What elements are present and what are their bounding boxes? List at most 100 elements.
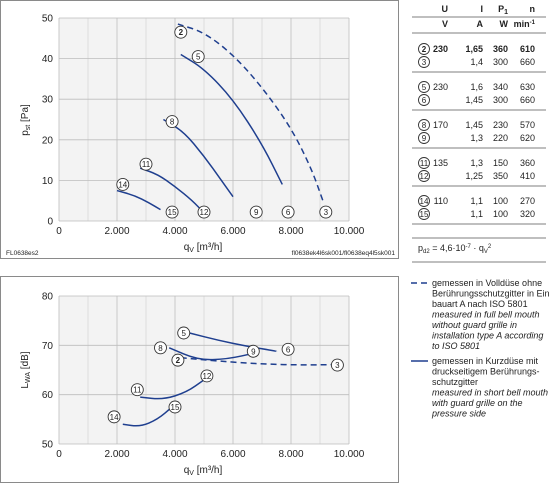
legend-line: gemessen in Kurzdüse mit xyxy=(432,356,539,366)
marker-circle xyxy=(177,326,191,340)
marker-circle xyxy=(165,115,179,128)
marker-label: 9 xyxy=(251,347,256,356)
marker-6: 6 xyxy=(281,205,295,219)
x-tick-label: 8.000 xyxy=(278,226,303,237)
marker-label: 8 xyxy=(170,118,175,127)
marker-label: 15 xyxy=(168,208,177,217)
legend-line-en: without guard grille in xyxy=(432,320,517,330)
marker-label: 2 xyxy=(176,356,181,365)
pressure-y-ticks: 0 10 20 30 40 50 xyxy=(42,14,54,228)
marker-2: 2 xyxy=(174,25,188,39)
spec-table-body: 2 230 1,65 360 610 3 1,4 300 660 5 230 1,6 340 630 6 1,… xyxy=(412,43,546,263)
x-tick-label: 2.000 xyxy=(104,226,129,237)
table-cell: 1,4 xyxy=(470,57,483,67)
marker-circle xyxy=(249,205,263,219)
noise-y-ticks: 50 60 70 80 xyxy=(42,292,54,451)
y-tick-label: 50 xyxy=(42,440,54,451)
curve-5 xyxy=(180,53,283,185)
marker-circle xyxy=(191,50,205,64)
x-tick-label: 6.000 xyxy=(220,226,245,237)
table-cell: 610 xyxy=(520,44,535,54)
table-row: 11 135 1,3 150 360 xyxy=(418,157,535,169)
row-id: 14 xyxy=(420,197,429,206)
table-row: 8 170 1,45 230 570 xyxy=(418,119,535,131)
marker-circle xyxy=(154,341,167,355)
table-cell: 620 xyxy=(520,133,535,143)
table-cell: 1,25 xyxy=(465,171,483,181)
marker-label: 3 xyxy=(324,208,329,217)
marker-label: 9 xyxy=(254,208,259,217)
table-cell: 300 xyxy=(493,95,508,105)
marker-8: 8 xyxy=(165,115,179,128)
legend-line-en: pressure side xyxy=(431,409,486,419)
marker-circle xyxy=(116,178,130,191)
marker-label: 14 xyxy=(118,180,127,189)
y-tick-label: 50 xyxy=(42,14,54,25)
table-row: 6 1,45 300 660 xyxy=(418,94,535,106)
marker-11: 11 xyxy=(130,383,144,397)
pressure-x-axis-label: qV [m³/h] xyxy=(184,242,223,254)
marker-label: 6 xyxy=(286,345,291,354)
marker-label: 12 xyxy=(202,372,211,381)
marker-11: 11 xyxy=(139,157,153,171)
table-cell: 660 xyxy=(520,57,535,67)
table-cell: 100 xyxy=(493,196,508,206)
row-marker-circle xyxy=(418,94,430,106)
row-id: 15 xyxy=(420,210,429,219)
row-marker-circle xyxy=(418,157,430,169)
curve-5-6 xyxy=(189,332,277,353)
row-id: 9 xyxy=(422,134,427,143)
row-marker-circle xyxy=(418,170,430,182)
x-tick-label: 0 xyxy=(56,449,62,460)
marker-circle xyxy=(200,369,214,383)
y-tick-label: 0 xyxy=(47,217,53,228)
legend-line-en: measured in short bell mouth xyxy=(432,388,548,398)
pressure-footer-left: FL0638es2 xyxy=(6,250,39,257)
marker-8: 8 xyxy=(154,341,167,355)
pressure-curves xyxy=(116,23,324,214)
marker-circle xyxy=(171,353,185,367)
curve-11-12 xyxy=(140,379,205,400)
marker-circle xyxy=(107,410,121,424)
marker-circle xyxy=(330,358,344,372)
y-tick-label: 80 xyxy=(42,292,54,303)
table-cell: 1,6 xyxy=(470,82,483,92)
marker-2: 2 xyxy=(171,353,185,367)
marker-label: 3 xyxy=(335,361,340,370)
table-cell: 360 xyxy=(520,158,535,168)
table-row: 3 1,4 300 660 xyxy=(418,56,535,68)
table-cell: 660 xyxy=(520,95,535,105)
marker-5: 5 xyxy=(177,326,191,340)
marker-circle xyxy=(281,342,295,356)
table-row: 15 1,1 100 320 xyxy=(418,208,535,220)
legend-line: gemessen in Volldüse ohne xyxy=(432,278,542,288)
legend-line: bauart A nach ISO 5801 xyxy=(432,299,528,309)
row-id: 12 xyxy=(420,172,429,181)
row-id: 3 xyxy=(422,58,427,67)
legend-line: schutzgitter xyxy=(432,377,478,387)
marker-12: 12 xyxy=(200,369,214,383)
marker-14: 14 xyxy=(107,410,121,424)
table-row: 14 110 1,1 100 270 xyxy=(418,195,535,207)
row-marker-circle xyxy=(418,81,430,93)
marker-12: 12 xyxy=(197,205,211,219)
x-tick-label: 8.000 xyxy=(278,449,303,460)
table-row: 12 1,25 350 410 xyxy=(418,170,535,182)
marker-15: 15 xyxy=(168,400,182,414)
noise-chart: 50 60 70 80 0 2.000 4.000 6.000 8.000 10.000 5 8 2… xyxy=(20,292,365,478)
marker-label: 6 xyxy=(286,208,291,217)
marker-14: 14 xyxy=(116,178,130,191)
marker-circle xyxy=(174,25,188,39)
row-marker-circle xyxy=(418,132,430,144)
legend-line-en: to ISO 5801 xyxy=(432,341,480,351)
formula-text: pd2 = 4,6·10-7 · qV2 xyxy=(418,243,492,255)
noise-markers: 5 8 2 9 6 3 11 12 15 14 xyxy=(107,326,344,424)
x-tick-label: 2.000 xyxy=(104,449,129,460)
pressure-y-axis-label: pst [Pa] xyxy=(20,104,32,136)
table-unit-cell: min-1 xyxy=(514,19,536,29)
table-header-cell: U xyxy=(442,4,449,14)
